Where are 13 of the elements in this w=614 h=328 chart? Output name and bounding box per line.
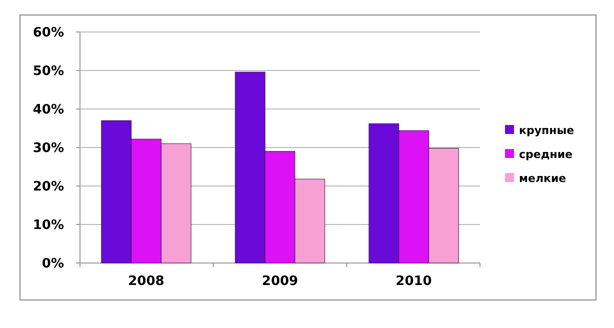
y-tick-label: 30%: [32, 141, 64, 156]
y-tick-label: 0%: [42, 256, 64, 272]
y-tick-label: 60%: [32, 26, 64, 41]
x-tick-label: 2008: [128, 274, 164, 289]
legend-label: мелкие: [519, 172, 566, 185]
y-tick-label: 10%: [32, 218, 64, 234]
legend-label: средние: [519, 148, 573, 161]
y-tick-label: 50%: [32, 64, 64, 80]
x-tick-label: 2010: [396, 274, 432, 289]
legend-label: крупные: [519, 124, 574, 137]
y-tick-label: 20%: [32, 180, 64, 195]
y-tick-label: 40%: [32, 102, 64, 118]
x-tick-label: 2009: [262, 274, 298, 289]
